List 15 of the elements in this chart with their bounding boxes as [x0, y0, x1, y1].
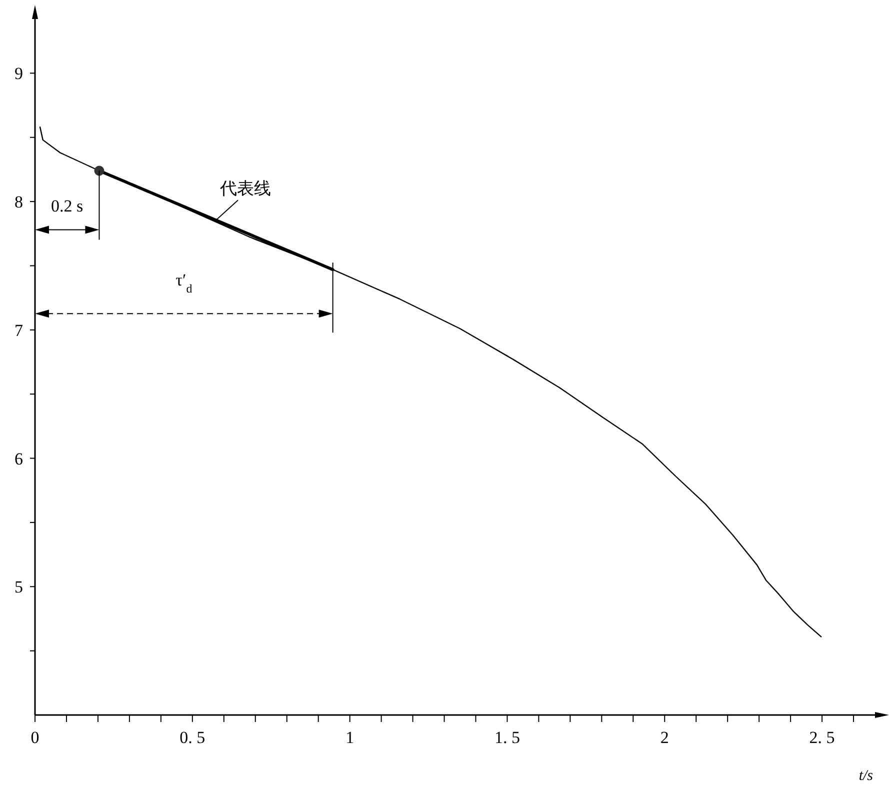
series-label: 代表线: [219, 179, 272, 198]
y-tick-label: 9: [14, 64, 23, 84]
x-axis-title: t/s: [858, 768, 874, 784]
y-tick-label: 5: [14, 578, 23, 597]
y-tick-label: 6: [14, 449, 23, 468]
annotation: τ′$_{d}$: [176, 270, 192, 296]
y-tick-label: 8: [14, 192, 23, 212]
y-tick-label: 7: [14, 320, 24, 340]
x-tick-label: 0: [30, 728, 40, 747]
x-tick-label: 0. 5: [180, 728, 206, 747]
x-tick-label: 1: [346, 728, 354, 747]
annotation: 0.2 s: [51, 196, 84, 216]
x-tick-label: 2. 5: [809, 728, 835, 747]
x-tick-label: 1. 5: [494, 728, 520, 747]
x-tick-label: 2: [660, 728, 669, 747]
